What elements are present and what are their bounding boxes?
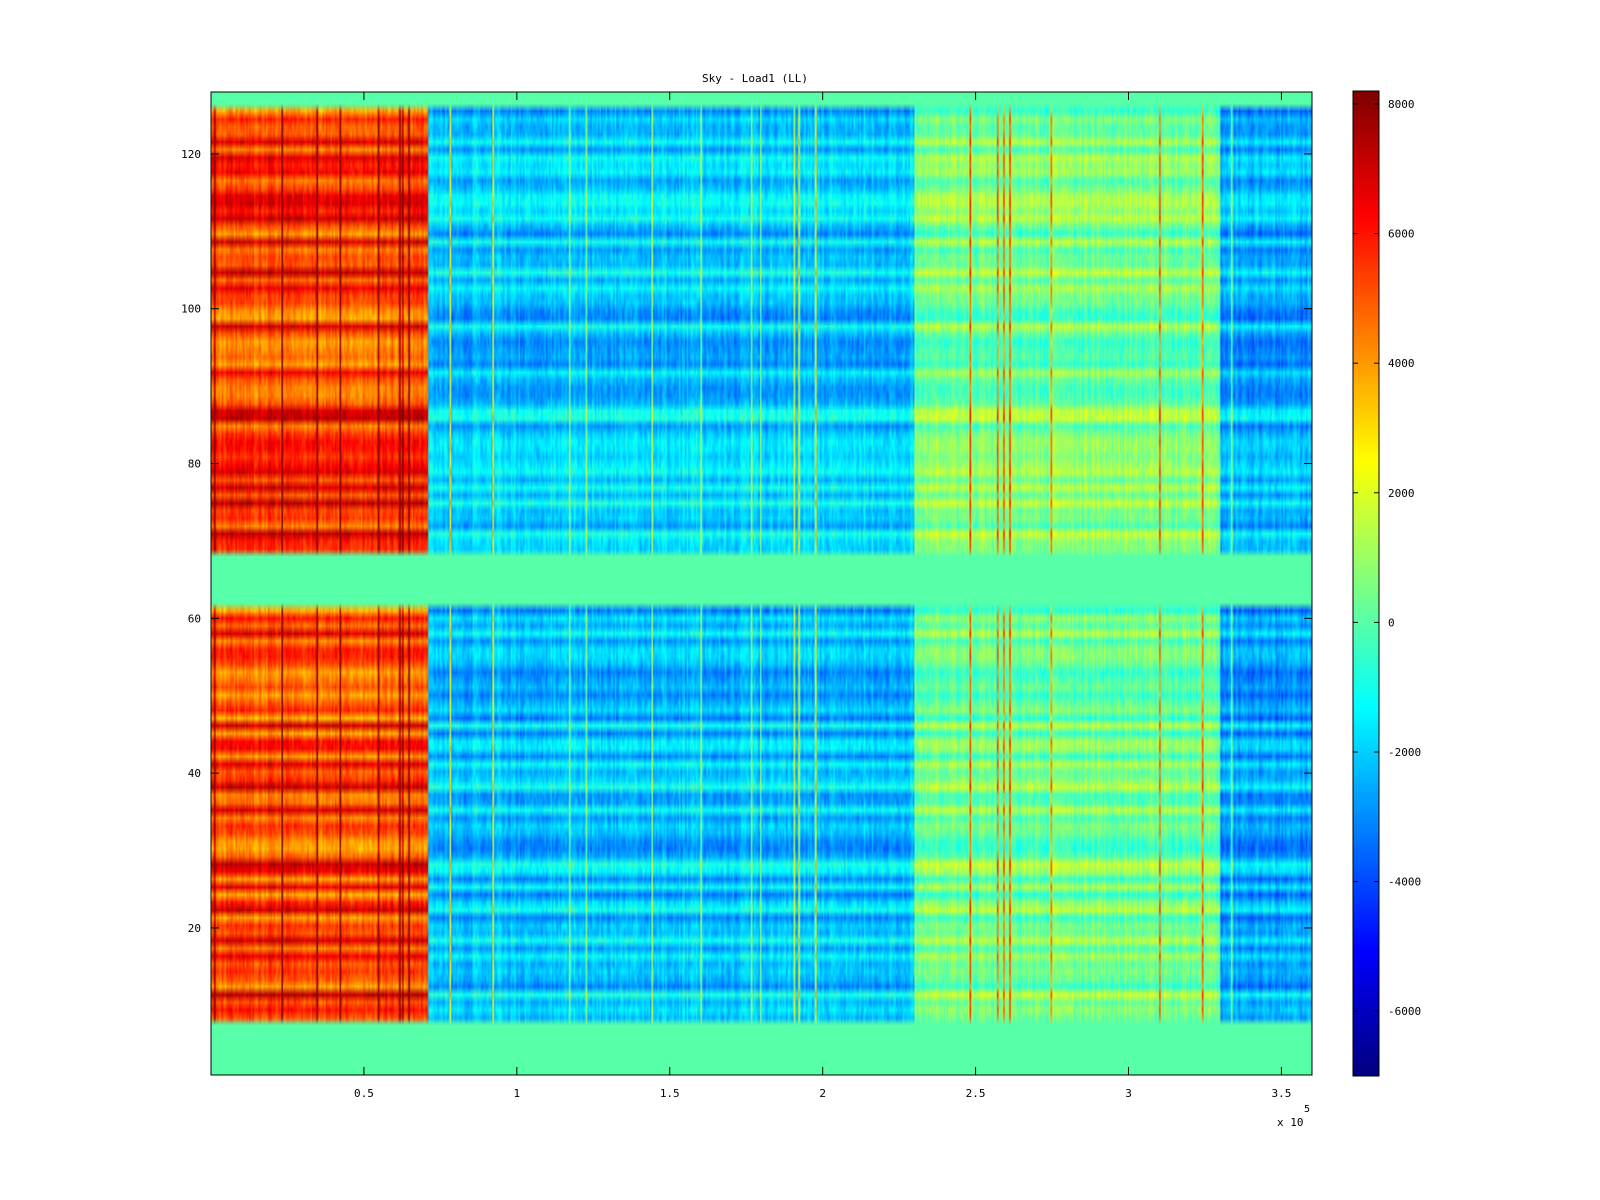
chart-title: Sky - Load1 (LL) [702,72,808,85]
y-tick-label: 100 [181,303,201,316]
colorbar-tick-label: 4000 [1388,357,1415,370]
colorbar-tick-label: 8000 [1388,98,1415,111]
colorbar-tick-label: 0 [1388,616,1395,629]
colorbar-frame [1352,90,1380,1077]
y-tick-label: 40 [188,767,201,780]
x-axis: 0.5 1 1.5 2 2.5 3 3.5 [354,92,1291,1100]
heatmap-plot-area [210,91,1313,1076]
colorbar-tick-label: -6000 [1388,1005,1421,1018]
y-tick-label: 120 [181,148,201,161]
x-tick-label: 2.5 [966,1087,986,1100]
x-tick-label: 3 [1125,1087,1132,1100]
y-tick-label: 20 [188,922,201,935]
y-axis: 20 40 60 80 100 120 [181,148,1312,935]
x-tick-label: 1 [514,1087,521,1100]
heatmap-image [211,92,1312,1075]
x-tick-label: 1.5 [660,1087,680,1100]
x-multiplier-label: x 10 [1277,1116,1304,1129]
plot-frame [210,91,1313,1076]
colorbar-tick-label: -4000 [1388,876,1421,889]
x-tick-label: 0.5 [354,1087,374,1100]
x-tick-label: 2 [819,1087,826,1100]
colorbar-axis: 8000 6000 4000 2000 0 -2000 -4000 -6000 [1353,98,1421,1018]
colorbar-tick-label: -2000 [1388,746,1421,759]
colorbar-tick-label: 6000 [1388,228,1415,241]
x-multiplier-exponent: 5 [1304,1104,1310,1115]
y-tick-label: 80 [188,458,201,471]
x-tick-label: 3.5 [1271,1087,1291,1100]
colorbar-tick-label: 2000 [1388,487,1415,500]
colorbar [1352,90,1380,1077]
colorbar-gradient [1353,91,1379,1076]
y-tick-label: 60 [188,612,201,625]
